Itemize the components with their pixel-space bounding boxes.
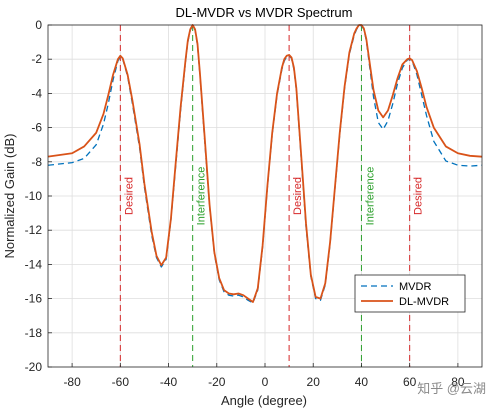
annotation-label: Desired — [413, 177, 425, 215]
x-tick-label: 0 — [262, 375, 269, 389]
y-tick-label: 0 — [35, 18, 42, 32]
watermark: 知乎 @云湖 — [417, 381, 486, 396]
series-line-dl-mvdr — [47, 24, 483, 303]
x-ticks: -80 -60 -40 -20 0 20 40 60 80 — [63, 363, 465, 389]
y-tick-label: -8 — [31, 155, 42, 169]
x-tick-label: -20 — [208, 375, 226, 389]
y-tick-label: -12 — [25, 223, 43, 237]
annotation-label: Interference — [364, 167, 376, 226]
y-tick-label: -18 — [25, 326, 43, 340]
x-tick-label: 40 — [355, 375, 369, 389]
y-tick-label: -14 — [25, 257, 43, 271]
x-tick-label: -80 — [63, 375, 81, 389]
y-tick-label: -4 — [31, 86, 42, 100]
annotation-label: Desired — [292, 177, 304, 215]
x-tick-label: 80 — [451, 375, 465, 389]
legend-label: DL-MVDR — [399, 296, 449, 308]
y-tick-label: -20 — [25, 360, 43, 374]
x-axis-label: Angle (degree) — [221, 393, 307, 408]
y-tick-label: -16 — [25, 292, 43, 306]
x-tick-label: -60 — [112, 375, 130, 389]
y-axis-label: Normalized Gain (dB) — [2, 134, 17, 259]
annotation-label: Desired — [123, 177, 135, 215]
legend-label: MVDR — [399, 281, 431, 293]
y-ticks: 0 -2 -4 -6 -8 -10 -12 -14 -16 -18 -20 — [25, 18, 52, 374]
annotation-label: Interference — [196, 167, 208, 226]
x-tick-label: 20 — [307, 375, 321, 389]
y-tick-label: -6 — [31, 121, 42, 135]
series-line-mvdr — [47, 25, 483, 304]
x-tick-label: 60 — [403, 375, 417, 389]
y-tick-label: -10 — [25, 189, 43, 203]
series-layer — [47, 24, 483, 304]
x-tick-label: -40 — [160, 375, 178, 389]
y-tick-label: -2 — [31, 52, 42, 66]
legend: MVDR DL-MVDR — [354, 274, 466, 313]
chart-title: DL-MVDR vs MVDR Spectrum — [176, 5, 353, 20]
legend-box — [354, 274, 466, 313]
